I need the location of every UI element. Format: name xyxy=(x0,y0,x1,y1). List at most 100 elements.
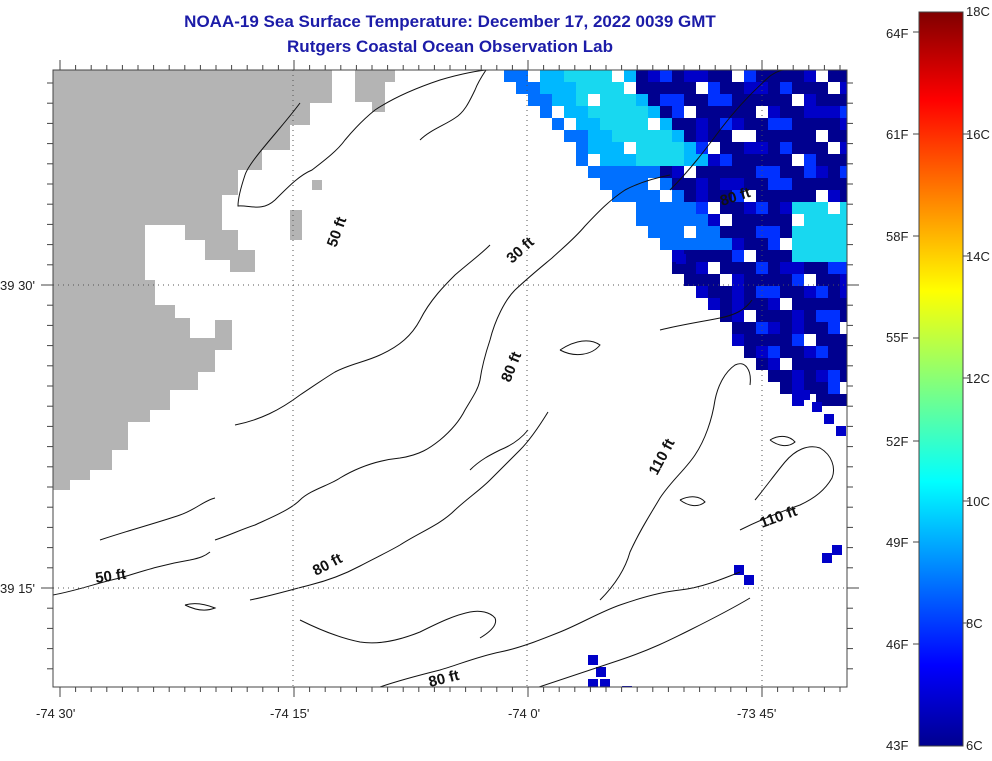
sst-pixel xyxy=(600,94,612,106)
sst-pixel xyxy=(744,298,756,310)
sst-pixel xyxy=(756,238,768,250)
sst-pixel xyxy=(804,226,816,238)
sst-pixel xyxy=(744,286,756,298)
sst-pixel xyxy=(504,70,516,82)
sst-pixel xyxy=(804,70,816,82)
sst-pixel xyxy=(636,190,648,202)
sst-pixel xyxy=(708,70,720,82)
sst-pixel xyxy=(816,106,828,118)
sst-pixel xyxy=(792,274,804,286)
color-scale xyxy=(918,11,964,747)
sst-pixel xyxy=(672,178,684,190)
sst-pixel xyxy=(576,106,588,118)
sst-pixel xyxy=(588,70,600,82)
sst-pixel xyxy=(732,178,744,190)
sst-pixel xyxy=(696,154,708,166)
sst-pixel xyxy=(596,667,606,677)
sst-pixel xyxy=(672,238,684,250)
sst-pixel xyxy=(648,130,660,142)
sst-pixel xyxy=(672,70,684,82)
sst-pixel xyxy=(732,250,744,262)
sst-pixels xyxy=(504,70,847,687)
sst-pixel xyxy=(816,250,828,262)
sst-pixel xyxy=(800,390,810,400)
sst-pixel xyxy=(792,190,804,202)
y-tick-label: 39 15' xyxy=(0,581,35,596)
sst-pixel xyxy=(612,142,624,154)
sst-pixel xyxy=(624,118,636,130)
sst-pixel xyxy=(732,322,744,334)
sst-pixel xyxy=(684,262,696,274)
sst-pixel xyxy=(804,118,816,130)
sst-pixel xyxy=(804,250,816,262)
sst-pixel xyxy=(744,94,756,106)
sst-pixel xyxy=(720,298,732,310)
sst-pixel xyxy=(672,166,684,178)
sst-pixel xyxy=(708,166,720,178)
sst-pixel xyxy=(756,166,768,178)
sst-pixel xyxy=(672,214,684,226)
x-tick-label: -74 15' xyxy=(270,706,309,721)
sst-pixel xyxy=(816,274,828,286)
sst-pixel xyxy=(768,214,780,226)
sst-pixel xyxy=(840,106,847,118)
sst-pixel xyxy=(780,262,792,274)
color-bar: 64F 61F 58F 55F 52F 49F 46F 43F 18C 16C … xyxy=(886,4,990,753)
sst-pixel xyxy=(816,238,828,250)
land-patch xyxy=(290,210,302,240)
sst-pixel xyxy=(600,82,612,94)
sst-pixel xyxy=(720,310,732,322)
sst-pixel xyxy=(576,142,588,154)
sst-pixel xyxy=(768,274,780,286)
sst-pixel xyxy=(768,118,780,130)
sst-pixel xyxy=(840,226,847,238)
sst-pixel xyxy=(828,70,840,82)
sst-pixel xyxy=(780,70,792,82)
sst-pixel xyxy=(792,346,804,358)
sst-pixel xyxy=(780,178,792,190)
sst-pixel xyxy=(816,262,828,274)
sst-pixel xyxy=(828,94,840,106)
sst-pixel xyxy=(636,106,648,118)
sst-pixel xyxy=(804,262,816,274)
sst-pixel xyxy=(708,226,720,238)
sst-pixel xyxy=(552,94,564,106)
sst-pixel xyxy=(672,82,684,94)
sst-pixel xyxy=(792,82,804,94)
sst-pixel xyxy=(636,130,648,142)
sst-pixel xyxy=(648,226,660,238)
sst-pixel xyxy=(840,130,847,142)
sst-pixel xyxy=(768,106,780,118)
bathymetry-contours xyxy=(53,70,834,687)
sst-pixel xyxy=(804,94,816,106)
sst-pixel xyxy=(576,130,588,142)
sst-pixel xyxy=(780,202,792,214)
sst-pixel xyxy=(732,94,744,106)
sst-pixel xyxy=(612,118,624,130)
sst-pixel xyxy=(828,226,840,238)
sst-pixel xyxy=(600,106,612,118)
colorbar-c-label: 8C xyxy=(966,616,983,631)
sst-pixel xyxy=(804,106,816,118)
sst-pixel xyxy=(744,262,756,274)
sst-pixel xyxy=(696,166,708,178)
sst-pixel xyxy=(792,202,804,214)
sst-pixel xyxy=(624,106,636,118)
sst-pixel xyxy=(612,154,624,166)
axis-labels: -74 30' -74 15' -74 0' -73 45' 39 30' 39… xyxy=(0,278,776,721)
sst-pixel xyxy=(552,70,564,82)
sst-pixel xyxy=(804,238,816,250)
sst-pixel xyxy=(732,274,744,286)
sst-pixel xyxy=(792,238,804,250)
sst-pixel xyxy=(600,142,612,154)
sst-pixel xyxy=(734,565,744,575)
sst-pixel xyxy=(780,274,792,286)
sst-pixel xyxy=(840,214,847,226)
sst-pixel xyxy=(732,286,744,298)
sst-pixel xyxy=(660,82,672,94)
sst-pixel xyxy=(744,178,756,190)
sst-pixel xyxy=(816,346,828,358)
sst-pixel xyxy=(828,310,840,322)
sst-pixel xyxy=(768,298,780,310)
